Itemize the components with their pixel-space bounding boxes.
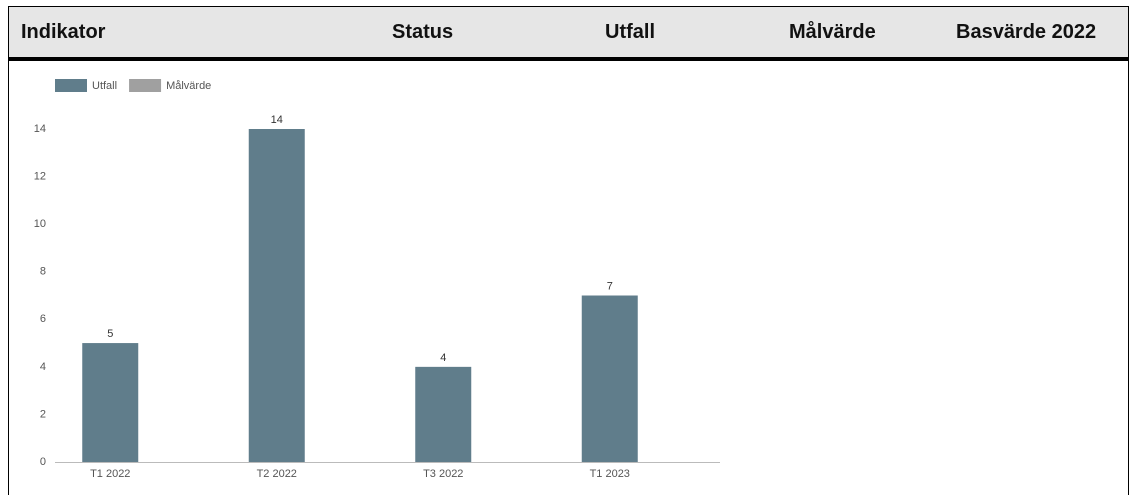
y-tick-label: 14: [34, 123, 46, 135]
column-header[interactable]: Indikator: [21, 21, 106, 43]
column-header[interactable]: Målvärde: [789, 21, 876, 43]
y-tick-label: 8: [40, 266, 46, 278]
table-header: Indikator Status Utfall Målvärde Basvärd…: [8, 6, 1128, 61]
column-header[interactable]: Basvärde 2022: [956, 21, 1097, 43]
y-tick-label: 10: [34, 218, 46, 230]
legend-swatch: [55, 79, 87, 92]
bar: [581, 295, 638, 462]
column-header[interactable]: Status: [392, 21, 454, 43]
bar: [248, 129, 305, 462]
x-tick-label: T1 2022: [90, 468, 130, 480]
value-label: 7: [607, 280, 613, 292]
value-label: 14: [271, 114, 283, 126]
y-tick-label: 6: [40, 313, 46, 325]
legend-label: Målvärde: [166, 80, 211, 92]
x-tick-label: T3 2022: [423, 468, 463, 480]
x-tick-label: T1 2023: [590, 468, 630, 480]
x-tick-label: T2 2022: [257, 468, 297, 480]
legend-label: Utfall: [92, 80, 117, 92]
value-label: 4: [440, 352, 446, 364]
y-tick-label: 2: [40, 408, 46, 420]
border: [8, 6, 9, 495]
bar: [415, 366, 472, 462]
legend-swatch: [129, 79, 162, 92]
border: [1128, 6, 1129, 495]
value-label: 5: [107, 328, 113, 340]
y-tick-label: 0: [40, 456, 46, 468]
column-header[interactable]: Utfall: [605, 21, 655, 43]
bar: [82, 343, 139, 462]
y-tick-label: 12: [34, 170, 46, 182]
y-tick-label: 4: [40, 361, 46, 373]
